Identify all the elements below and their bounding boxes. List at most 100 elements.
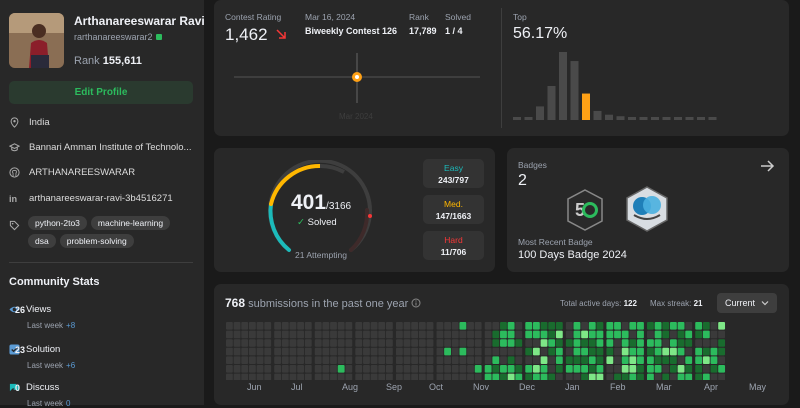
- heatmap-cell[interactable]: [614, 339, 621, 347]
- heatmap-cell[interactable]: [695, 347, 703, 356]
- heatmap-cell[interactable]: [492, 322, 500, 330]
- heatmap-cell[interactable]: [330, 373, 337, 380]
- histogram-bar[interactable]: [651, 117, 659, 120]
- heatmap-cell[interactable]: [378, 339, 386, 347]
- heatmap-cell[interactable]: [304, 365, 312, 373]
- heatmap-cell[interactable]: [662, 322, 670, 330]
- heatmap-cell[interactable]: [629, 373, 637, 380]
- heatmap-cell[interactable]: [555, 347, 563, 356]
- heatmap-cell[interactable]: [411, 322, 419, 330]
- heatmap-cell[interactable]: [500, 373, 507, 380]
- heatmap-cell[interactable]: [484, 330, 492, 339]
- heatmap-cell[interactable]: [264, 347, 272, 356]
- heatmap-cell[interactable]: [467, 322, 474, 330]
- heatmap-cell[interactable]: [395, 373, 403, 380]
- rating-line-chart[interactable]: Mar 2024: [232, 45, 484, 125]
- heatmap-cell[interactable]: [289, 322, 297, 330]
- heatmap-cell[interactable]: [363, 356, 370, 364]
- heatmap-cell[interactable]: [710, 347, 718, 356]
- heatmap-cell[interactable]: [588, 373, 596, 380]
- heatmap-cell[interactable]: [337, 347, 345, 356]
- histogram-bar[interactable]: [605, 114, 613, 120]
- heatmap-cell[interactable]: [654, 347, 662, 356]
- easy-box[interactable]: Easy 243/797: [423, 159, 484, 188]
- heatmap-cell[interactable]: [515, 330, 523, 339]
- heatmap-cell[interactable]: [241, 356, 249, 364]
- heatmap-cell[interactable]: [548, 365, 556, 373]
- heatmap-cell[interactable]: [403, 330, 411, 339]
- heatmap-cell[interactable]: [256, 322, 264, 330]
- heatmap-cell[interactable]: [637, 373, 644, 380]
- edit-profile-button[interactable]: Edit Profile: [9, 81, 193, 104]
- heatmap-cell[interactable]: [355, 373, 363, 380]
- heatmap-cell[interactable]: [695, 322, 703, 330]
- heatmap-cell[interactable]: [474, 330, 482, 339]
- heatmap-cell[interactable]: [241, 322, 249, 330]
- heatmap-cell[interactable]: [669, 373, 677, 380]
- heatmap-cell[interactable]: [718, 347, 726, 356]
- heatmap-cell[interactable]: [685, 330, 693, 339]
- heatmap-cell[interactable]: [378, 373, 386, 380]
- heatmap-cell[interactable]: [515, 339, 523, 347]
- heatmap-cell[interactable]: [581, 347, 589, 356]
- heatmap-cell[interactable]: [345, 339, 353, 347]
- heatmap-cell[interactable]: [256, 347, 264, 356]
- heatmap-cell[interactable]: [565, 356, 573, 364]
- heatmap-cell[interactable]: [444, 347, 451, 356]
- heatmap-cell[interactable]: [484, 356, 492, 364]
- heatmap-cell[interactable]: [330, 322, 337, 330]
- heatmap-cell[interactable]: [256, 365, 264, 373]
- heatmap-cell[interactable]: [507, 373, 515, 380]
- heatmap-cell[interactable]: [525, 365, 533, 373]
- heatmap-cell[interactable]: [355, 356, 363, 364]
- heatmap-cell[interactable]: [606, 330, 614, 339]
- heatmap-cell[interactable]: [337, 339, 345, 347]
- heatmap-cell[interactable]: [274, 322, 282, 330]
- heatmap-cell[interactable]: [297, 373, 305, 380]
- heatmap-cell[interactable]: [345, 322, 353, 330]
- heatmap-cell[interactable]: [233, 347, 241, 356]
- heatmap-cell[interactable]: [662, 356, 670, 364]
- heatmap-cell[interactable]: [274, 356, 282, 364]
- heatmap-cell[interactable]: [654, 322, 662, 330]
- heatmap-cell[interactable]: [297, 365, 305, 373]
- heatmap-cell[interactable]: [710, 339, 718, 347]
- heatmap-cell[interactable]: [322, 356, 330, 364]
- heatmap-cell[interactable]: [467, 373, 474, 380]
- histogram-bar[interactable]: [547, 86, 556, 120]
- medium-box[interactable]: Med. 147/1663: [423, 195, 484, 224]
- heatmap-cell[interactable]: [436, 347, 444, 356]
- heatmap-cell[interactable]: [330, 339, 337, 347]
- heatmap-cell[interactable]: [548, 339, 556, 347]
- heatmap-cell[interactable]: [507, 330, 515, 339]
- heatmap-cell[interactable]: [226, 347, 233, 356]
- heatmap-cell[interactable]: [226, 373, 233, 380]
- heatmap-cell[interactable]: [695, 330, 703, 339]
- heatmap-cell[interactable]: [297, 356, 305, 364]
- histogram-bar[interactable]: [697, 117, 705, 120]
- heatmap-cell[interactable]: [621, 330, 629, 339]
- heatmap-cell[interactable]: [710, 373, 718, 380]
- heatmap-cell[interactable]: [565, 339, 573, 347]
- heatmap-cell[interactable]: [573, 365, 581, 373]
- heatmap-cell[interactable]: [606, 373, 614, 380]
- heatmap-cell[interactable]: [588, 322, 596, 330]
- heatmap-cell[interactable]: [629, 356, 637, 364]
- heatmap-cell[interactable]: [507, 322, 515, 330]
- tag-problem-solving[interactable]: problem-solving: [59, 234, 134, 248]
- heatmap-cell[interactable]: [621, 373, 629, 380]
- heatmap-cell[interactable]: [710, 356, 718, 364]
- heatmap-cell[interactable]: [314, 330, 322, 339]
- heatmap-cell[interactable]: [677, 347, 685, 356]
- heatmap-cell[interactable]: [596, 339, 604, 347]
- heatmap-cell[interactable]: [695, 373, 703, 380]
- heatmap-cell[interactable]: [274, 365, 282, 373]
- heatmap-cell[interactable]: [515, 373, 523, 380]
- hard-box[interactable]: Hard 11/706: [423, 231, 484, 260]
- heatmap-cell[interactable]: [248, 347, 256, 356]
- heatmap-cell[interactable]: [281, 339, 289, 347]
- heatmap-cell[interactable]: [565, 365, 573, 373]
- heatmap-cell[interactable]: [264, 365, 272, 373]
- heatmap-cell[interactable]: [385, 365, 393, 373]
- heatmap-cell[interactable]: [548, 356, 556, 364]
